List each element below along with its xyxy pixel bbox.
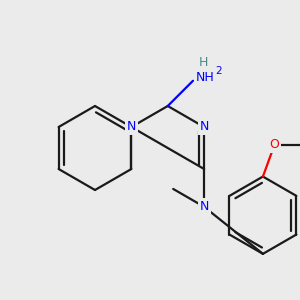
Text: O: O xyxy=(269,139,279,152)
Text: N: N xyxy=(127,121,136,134)
Text: 2: 2 xyxy=(215,66,222,76)
Text: H: H xyxy=(198,56,208,69)
Text: NH: NH xyxy=(196,71,215,84)
Text: N: N xyxy=(200,200,209,213)
Text: N: N xyxy=(200,121,209,134)
